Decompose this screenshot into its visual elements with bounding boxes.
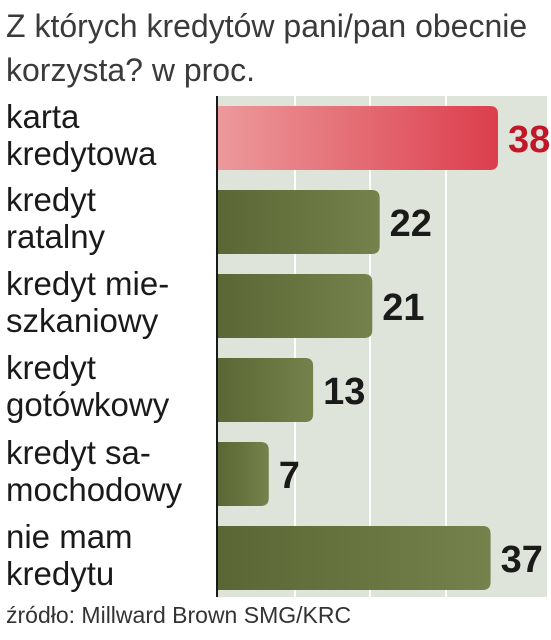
bar-kredyt-gotówkowy — [217, 358, 314, 422]
bar-nie-mam-kredytu — [217, 526, 491, 590]
bar-kredyt-mieszkaniowy — [217, 274, 373, 338]
value-label: 13 — [323, 371, 365, 413]
bar-kredyt-samochodowy — [217, 442, 269, 506]
category-label-nie-mam-kredytu: nie mam kredytu — [6, 518, 211, 592]
value-label: 7 — [279, 455, 300, 497]
category-label-line: szkaniowy — [6, 302, 159, 339]
chart-title: Z których kredytów pani/pan obecnie korz… — [6, 8, 528, 88]
value-label: 22 — [390, 203, 432, 245]
category-label-line: mochodowy — [6, 471, 183, 508]
category-label-line: kredyt — [6, 349, 96, 386]
category-label-line: gotówkowy — [6, 386, 170, 423]
category-label-kredyt-gotowkowy: kredyt gotówkowy — [6, 349, 211, 423]
category-label-karta-kredytowa: karta kredytowa — [6, 98, 211, 172]
category-label-line: kredyt sa- — [6, 434, 151, 471]
category-label-kredyt-samochodowy: kredyt sa- mochodowy — [6, 434, 211, 508]
value-label: 21 — [382, 287, 424, 329]
value-label: 38 — [508, 119, 550, 161]
source-note: źródło: Millward Brown SMG/KRC — [6, 602, 352, 628]
category-label-kredyt-mieszkaniowy: kredyt mie- szkaniowy — [6, 265, 211, 339]
value-label: 37 — [501, 539, 543, 581]
value-labels: 38 22 21 13 7 37 — [279, 119, 551, 581]
bar-chart: 38 22 21 13 7 37 — [216, 96, 551, 597]
bar-kredyt-ratalny — [217, 190, 380, 254]
category-label-kredyt-ratalny: kredyt ratalny — [6, 181, 211, 255]
category-label-line: kredyt mie- — [6, 265, 170, 302]
grid-lines — [294, 96, 447, 597]
category-label-line: nie mam — [6, 518, 133, 555]
bars — [217, 106, 498, 590]
category-label-line: kredyt — [6, 181, 96, 218]
category-label-line: kredytu — [6, 555, 115, 592]
plot-background — [217, 96, 547, 597]
category-label-line: karta — [6, 98, 80, 135]
category-label-line: kredytowa — [6, 135, 157, 172]
bar-karta-kredytowa — [217, 106, 498, 170]
category-label-line: ratalny — [6, 218, 106, 255]
